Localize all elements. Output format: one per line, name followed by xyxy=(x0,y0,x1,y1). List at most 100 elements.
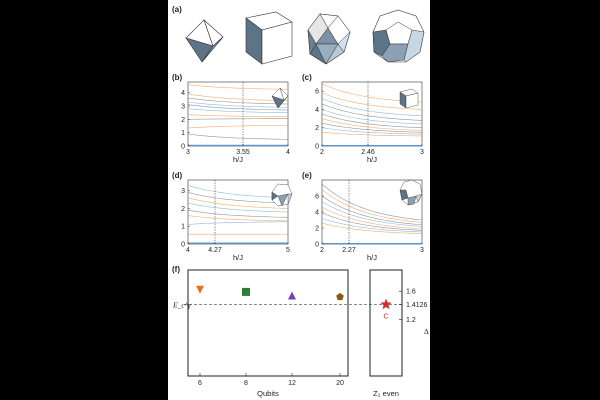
x-tick-label: 3 xyxy=(420,149,424,156)
critical-point-label: C xyxy=(383,313,388,320)
y-tick-label: 0 xyxy=(315,242,319,249)
series-line-7 xyxy=(321,122,423,133)
octahedron-drawing xyxy=(185,19,224,63)
panel-label-e: (e) xyxy=(302,171,312,180)
y-tick-label: 2 xyxy=(181,117,185,124)
x-tick-label: 8 xyxy=(244,380,248,387)
series-line-0 xyxy=(187,185,289,199)
y-tick-label: 2 xyxy=(181,206,185,213)
x-axis-label: h/J xyxy=(233,155,243,164)
y-tick-label: 2 xyxy=(315,125,319,132)
series-line-5 xyxy=(187,108,289,113)
data-point-12-qubits xyxy=(288,291,296,300)
right-y-tick-label: 1.4126 xyxy=(406,302,428,309)
chart-d: 0 1 2 3 4 4.27 5 h/J xyxy=(181,179,290,262)
series-line-0 xyxy=(321,183,423,221)
series-line-7 xyxy=(187,118,289,120)
cube-drawing xyxy=(245,11,293,65)
right-y-tick-label: 1.6 xyxy=(406,289,416,296)
y-tick-label: 1 xyxy=(181,130,185,137)
x-tick-label: 6 xyxy=(198,380,202,387)
right-y-axis-label: Δ xyxy=(424,327,429,336)
plot-frame xyxy=(187,81,289,147)
panel-label-d: (d) xyxy=(172,171,183,180)
y-tick-label: 1 xyxy=(181,224,185,231)
series-line-0 xyxy=(187,84,289,90)
x-tick-label: 2 xyxy=(320,247,324,254)
y-tick-label: 4 xyxy=(181,90,185,97)
x-tick-label: 2 xyxy=(320,149,324,156)
inset-cube-icon xyxy=(399,88,419,109)
y-tick-label: 2 xyxy=(315,226,319,233)
x-tick-label: 3.55 xyxy=(236,149,250,156)
series-line-3 xyxy=(187,202,289,213)
plot-frame-left xyxy=(187,269,349,377)
series-line-5 xyxy=(187,215,289,222)
critical-point-star xyxy=(380,298,392,310)
x-axis-label: h/J xyxy=(367,155,377,164)
x-tick-label: 4 xyxy=(186,247,190,254)
series-line-6 xyxy=(187,221,289,225)
figure-panel: (a) xyxy=(168,0,430,400)
series-line-8 xyxy=(187,125,289,129)
series-line-2 xyxy=(187,97,289,105)
y-tick-label: 0 xyxy=(315,144,319,151)
series-line-2 xyxy=(187,197,289,209)
chart-b: 0 1 2 3 4 3 3.55 4 h/J xyxy=(181,81,290,164)
x-tick-label: 4 xyxy=(286,149,290,156)
y-tick-label: 6 xyxy=(315,194,319,201)
series-line-6 xyxy=(321,218,423,233)
series-line-3 xyxy=(187,101,289,108)
figure-svg: (a) xyxy=(172,5,429,398)
y-tick-label: 3 xyxy=(181,104,185,111)
series-line-1 xyxy=(187,192,289,204)
y-tick-label: 0 xyxy=(181,242,185,249)
right-y-tick-label: 1.2 xyxy=(406,317,416,324)
series-line-3 xyxy=(321,103,423,121)
series-line-4 xyxy=(321,206,423,230)
data-point-20-qubits xyxy=(336,292,344,301)
y-tick-label: 4 xyxy=(315,107,319,114)
x-tick-label: 2.27 xyxy=(342,247,356,254)
x-tick-label: 5 xyxy=(286,247,290,254)
x-tick-label: 20 xyxy=(336,380,344,387)
data-point-6-qubits xyxy=(196,285,204,294)
dodecahedron-drawing xyxy=(372,9,425,63)
plot-frame-right xyxy=(369,269,403,377)
chart-f: E_c^γ 6 8 12 20 Qubits C 1.6 1.4126 1.2 Δ Z₂ even xyxy=(172,269,429,398)
series-line-1 xyxy=(321,189,423,223)
series-line-1 xyxy=(321,92,423,110)
panel-label-f: (f) xyxy=(172,265,180,274)
x-tick-label: 12 xyxy=(288,380,296,387)
series-line-4 xyxy=(187,104,289,111)
panel-label-a: (a) xyxy=(172,5,182,14)
series-line-4 xyxy=(187,209,289,218)
series-line-1 xyxy=(187,93,289,101)
x-tick-label: 3 xyxy=(186,149,190,156)
y-tick-label: 0 xyxy=(181,144,185,151)
panel-label-c: (c) xyxy=(302,73,312,82)
series-line-2 xyxy=(321,195,423,226)
series-line-8 xyxy=(321,127,423,135)
right-x-axis-label: Z₂ even xyxy=(373,389,399,398)
y-tick-label: 4 xyxy=(315,210,319,217)
inset-octahedron-icon xyxy=(271,87,289,109)
x-tick-label: 4.27 xyxy=(208,247,222,254)
series-line-7 xyxy=(321,222,423,234)
series-line-6 xyxy=(187,114,289,117)
series-line-5 xyxy=(321,212,423,231)
inset-dodecahedron-icon xyxy=(399,179,423,206)
icosahedron-drawing xyxy=(307,13,351,65)
series-line-3 xyxy=(321,201,423,227)
x-axis-label: Qubits xyxy=(257,389,279,398)
series-line-6 xyxy=(321,118,423,131)
x-tick-label: 3 xyxy=(420,247,424,254)
x-tick-label: 2.46 xyxy=(361,149,375,156)
data-point-8-qubits xyxy=(242,287,250,296)
x-axis-label: h/J xyxy=(367,253,377,262)
y-tick-label: 6 xyxy=(315,89,319,96)
series-line-5 xyxy=(321,113,423,129)
panel-label-b: (b) xyxy=(172,73,183,82)
